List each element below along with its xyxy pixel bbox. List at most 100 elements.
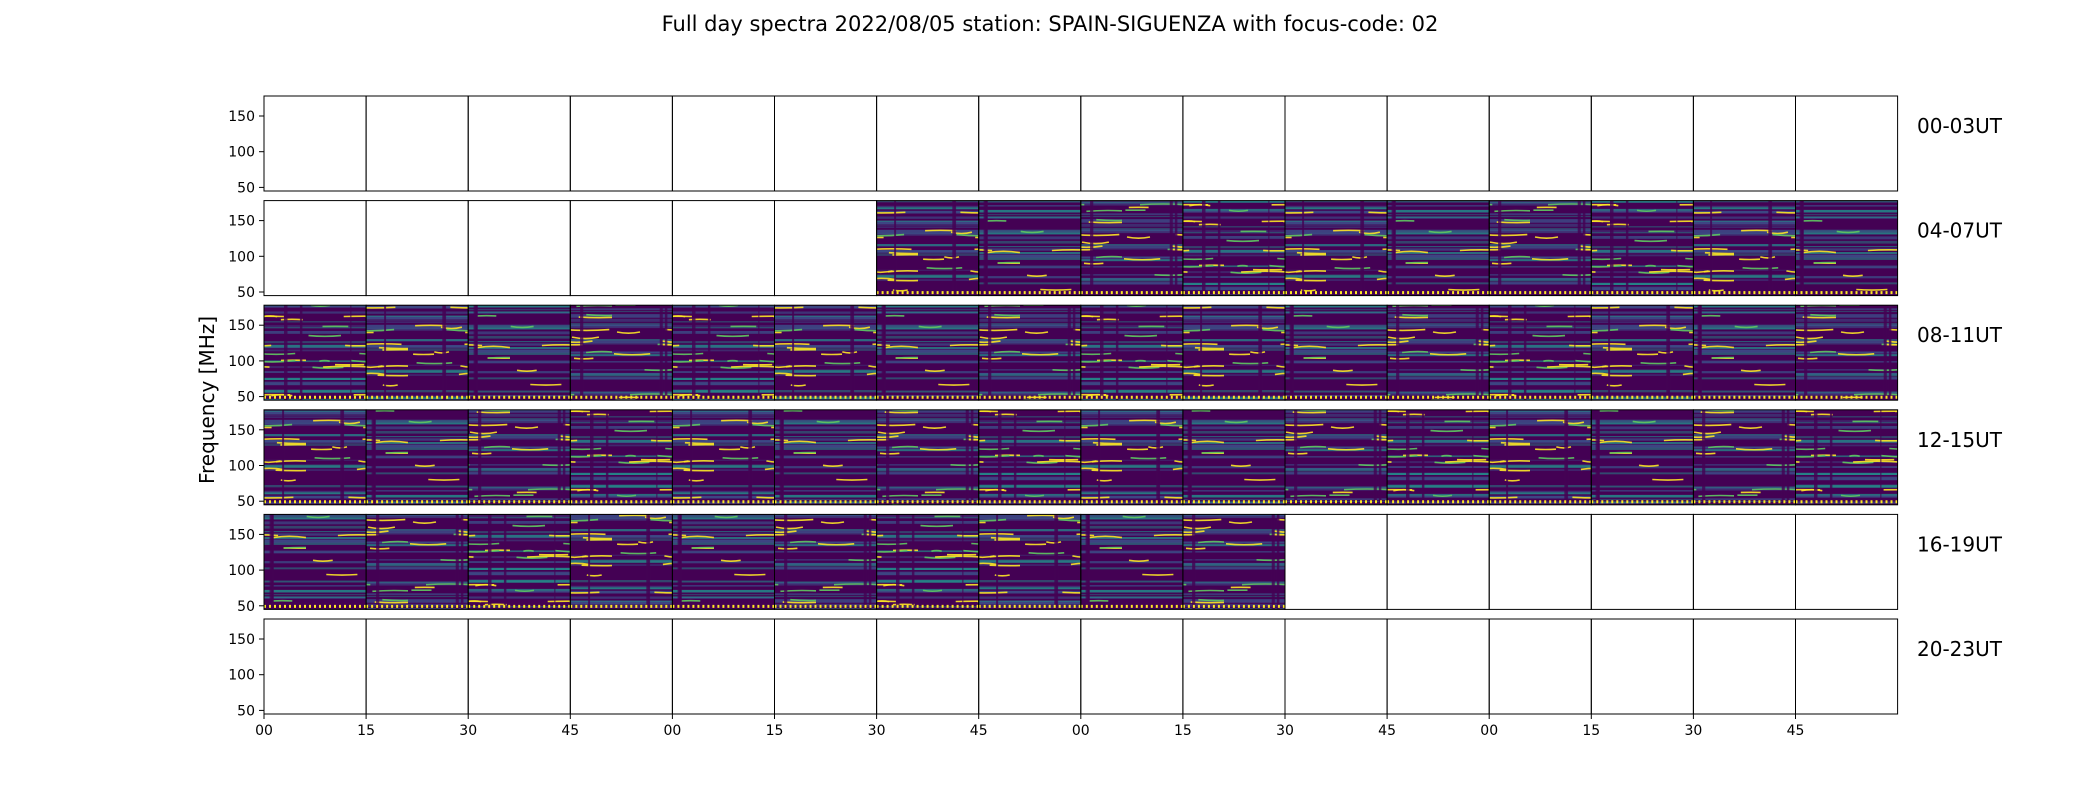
row-label: 04-07UT <box>1917 219 2003 243</box>
spectrum-segment <box>978 514 1081 610</box>
spectrum-segment <box>1182 200 1285 296</box>
spectrum-segment <box>1693 305 1796 401</box>
panel-frame <box>1080 95 1184 192</box>
spectrum-segment <box>366 305 469 401</box>
y-tick-label: 150 <box>228 632 255 648</box>
x-tick-label: 45 <box>1787 723 1805 739</box>
spectrum-segment <box>570 305 673 401</box>
y-tick-label: 100 <box>228 668 255 684</box>
spectrum-segment <box>1080 514 1183 610</box>
spectrum-segment <box>366 409 469 505</box>
panel-frame <box>1795 200 1899 297</box>
row-label: 08-11UT <box>1917 323 2003 347</box>
spectrum-segment <box>1182 305 1285 401</box>
spectrum-segment <box>1489 409 1592 505</box>
spectrum-segment <box>774 305 877 401</box>
panel-frame <box>467 95 571 192</box>
y-tick-label: 100 <box>228 459 255 475</box>
spectrum-segment <box>1795 409 1898 505</box>
panel-frame <box>978 95 1082 192</box>
x-tick-label: 30 <box>868 723 886 739</box>
spectrum-segment <box>1591 200 1694 296</box>
panel-frame <box>1795 304 1899 401</box>
y-tick-label: 150 <box>228 527 255 543</box>
spectrum-row-00-03UT: 50 100 150 00-03UT <box>228 95 2003 196</box>
row-label: 12-15UT <box>1917 428 2003 452</box>
y-tick-label: 50 <box>237 703 255 719</box>
panel-frame <box>365 200 469 297</box>
spectrum-segment <box>774 514 877 610</box>
spectrum-segment <box>366 514 469 610</box>
panel-frame <box>569 618 673 715</box>
x-tick-label: 00 <box>255 723 273 739</box>
spectrum-segment <box>672 409 775 505</box>
x-tick-label: 15 <box>357 723 375 739</box>
spectrum-segment <box>264 409 367 505</box>
spectrum-segment <box>1080 409 1183 505</box>
spectrum-segment <box>1693 200 1796 296</box>
spectrum-row-20-23UT: 50 100 150 20-23UT <box>228 618 2003 719</box>
panel-frame <box>365 618 469 715</box>
panel-frame <box>263 618 367 715</box>
x-tick-label: 45 <box>970 723 988 739</box>
x-tick-label: 00 <box>1072 723 1090 739</box>
y-tick-label: 50 <box>237 180 255 196</box>
panel-frame <box>1692 513 1797 610</box>
spectrum-segment <box>1591 409 1694 505</box>
x-tick-label: 15 <box>1582 723 1600 739</box>
spectrum-segment <box>1285 200 1388 296</box>
panel-frame <box>467 618 571 715</box>
panel-frame <box>1795 618 1899 715</box>
panel-frame <box>467 200 571 297</box>
panel-frame <box>1692 618 1797 715</box>
panel-frame <box>1386 513 1490 610</box>
spectrum-segment <box>1387 305 1490 401</box>
panel-frame <box>978 618 1082 715</box>
spectrum-row-04-07UT: 50 100 150 04-07UT <box>228 200 2003 301</box>
x-tick-label: 00 <box>663 723 681 739</box>
x-tick-label: 30 <box>459 723 477 739</box>
row-label: 00-03UT <box>1917 114 2003 138</box>
spectrum-segment <box>1693 409 1796 505</box>
x-tick-label: 45 <box>561 723 579 739</box>
panel-frame <box>569 200 673 297</box>
row-label: 16-19UT <box>1917 532 2003 556</box>
spectrum-segment <box>1080 200 1183 296</box>
spectrum-segment <box>672 514 775 610</box>
spectrum-segment <box>1489 200 1592 296</box>
panel-frame <box>671 95 776 192</box>
spectrum-row-16-19UT: 50 100 150 16-19UT <box>228 513 2003 615</box>
panel-frame <box>1795 95 1899 192</box>
panel-frame <box>263 200 367 297</box>
y-tick-label: 100 <box>228 563 255 579</box>
panel-frame <box>876 95 980 192</box>
spectrum-segment <box>1285 409 1388 505</box>
x-tick-label: 15 <box>1174 723 1192 739</box>
panel-frame <box>1284 95 1388 192</box>
y-tick-label: 50 <box>237 494 255 510</box>
spectrum-segment <box>1489 305 1592 401</box>
y-tick-label: 150 <box>228 423 255 439</box>
panel-frame <box>1488 513 1592 610</box>
spectrum-segment <box>1387 200 1490 296</box>
spectrum-segment <box>876 514 979 610</box>
panel-frame <box>1590 618 1694 715</box>
spectrum-segment <box>1795 305 1898 401</box>
panel-frame <box>774 618 878 715</box>
spectrum-segment <box>264 305 367 401</box>
spectrum-segment <box>570 514 673 610</box>
panel-frame <box>1080 618 1184 715</box>
panel-frame <box>1284 618 1388 715</box>
x-tick-label: 45 <box>1378 723 1396 739</box>
panel-frame <box>1590 513 1694 610</box>
x-tick-label: 00 <box>1480 723 1498 739</box>
panel-frame <box>1386 618 1490 715</box>
panel-frame <box>1182 618 1286 715</box>
spectrum-row-08-11UT: 50 100 150 08-11UT <box>228 304 2003 406</box>
spectrum-segment <box>978 200 1081 296</box>
spectrum-segment <box>264 514 367 610</box>
spectrum-segment <box>1387 409 1490 505</box>
panel-frame <box>1488 95 1592 192</box>
x-tick-label: 30 <box>1684 723 1702 739</box>
